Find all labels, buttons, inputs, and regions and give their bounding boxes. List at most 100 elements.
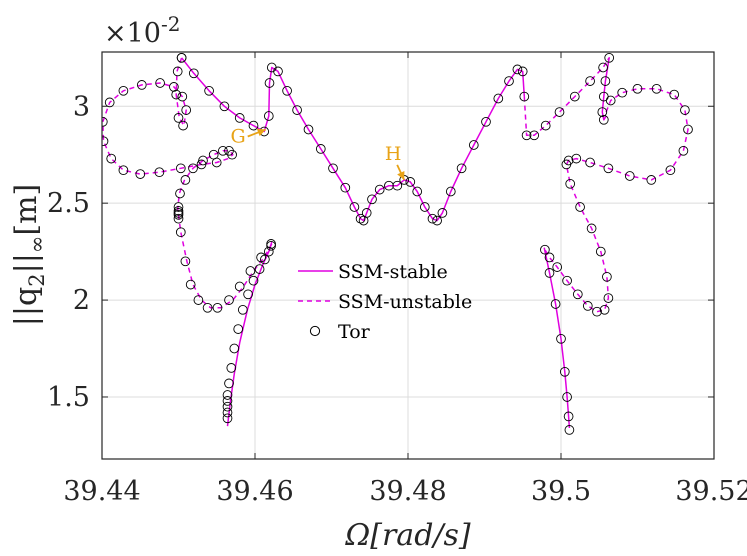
annotation-g-arrowhead: [256, 128, 266, 137]
tor-marker: [669, 89, 680, 100]
tor-marker: [178, 120, 188, 131]
tor-marker: [562, 275, 572, 286]
annotation-h-arrowhead: [397, 170, 405, 180]
x-tick-label: 39.46: [216, 476, 293, 507]
tor-marker: [212, 302, 223, 313]
tor-marker: [234, 281, 245, 292]
tor-marker: [175, 227, 186, 238]
tor-marker: [412, 186, 423, 197]
tor-marker: [154, 167, 165, 178]
tor-marker: [519, 91, 530, 102]
annotation-g: G: [231, 126, 267, 148]
tor-marker: [540, 244, 550, 255]
tor-marker: [632, 83, 643, 94]
tor-marker: [198, 155, 208, 166]
annotation-g-label: G: [231, 126, 246, 148]
x-tick-labels: 39.44 39.46 39.48 39.5 39.52: [63, 476, 747, 507]
tor-marker: [585, 76, 595, 86]
tor-marker: [222, 396, 233, 406]
tor-marker: [556, 333, 566, 344]
tor-marker: [678, 145, 689, 156]
tor-marker: [603, 293, 614, 303]
tor-marker: [237, 304, 248, 315]
annotation-h-label: H: [385, 143, 402, 165]
tor-marker: [600, 76, 611, 86]
tor-marker: [683, 124, 693, 135]
tor-marker: [665, 165, 676, 176]
tor-marker: [219, 101, 230, 112]
tor-marker: [227, 149, 237, 160]
tor-marker: [104, 97, 115, 108]
tor-marker: [585, 157, 595, 168]
tor-marker: [392, 180, 403, 191]
tor-marker: [180, 175, 191, 185]
tor-marker: [552, 262, 563, 272]
tor-marker: [224, 295, 234, 305]
tor-marker: [602, 271, 612, 282]
tor-marker: [102, 136, 109, 147]
tor-marker: [598, 62, 608, 73]
tor-marker: [185, 279, 196, 290]
tor-marker: [181, 105, 192, 115]
tor-marker: [173, 113, 184, 123]
tor-marker: [575, 202, 585, 212]
y-tick-label: 1.5: [47, 382, 90, 413]
tor-marker: [196, 159, 207, 170]
tor-marker: [118, 165, 129, 176]
tor-marker: [315, 144, 326, 154]
tick-marks: [101, 52, 715, 459]
tor-marker: [468, 140, 479, 150]
tor-marker: [550, 299, 561, 309]
y-axis-label-subscript: 2: [25, 273, 49, 286]
tor-marker: [604, 52, 615, 63]
tor-marker: [175, 163, 186, 174]
series-dashed-line: [543, 88, 689, 313]
tor-marker: [597, 107, 608, 117]
tor-marker: [599, 304, 610, 315]
y-tick-label: 2: [73, 285, 90, 316]
x-tick-label: 39.48: [369, 476, 446, 507]
tor-marker-layer: [102, 52, 693, 435]
legend-label-ssm-unstable: SSM-unstable: [338, 291, 472, 313]
tor-marker: [234, 113, 245, 123]
y-axis-label-norm-close: ||: [9, 253, 44, 273]
tor-marker: [180, 256, 191, 267]
tor-marker: [493, 93, 504, 104]
legend-label-ssm-stable: SSM-stable: [338, 261, 448, 283]
tor-marker: [222, 401, 233, 412]
tor-marker: [248, 120, 259, 131]
tor-marker: [349, 202, 360, 212]
tor-marker: [177, 91, 188, 102]
tor-marker: [517, 66, 528, 77]
tor-marker: [102, 116, 108, 127]
y-exponent: ×10-2: [104, 12, 180, 49]
tor-marker: [303, 124, 314, 135]
y-axis-label: ||q2||∞[m]: [9, 184, 49, 326]
y-tick-labels: 1.5 2 2.5 3: [47, 91, 90, 413]
tor-marker: [504, 76, 514, 86]
tor-marker: [374, 184, 385, 195]
tor-marker: [432, 215, 442, 226]
tor-marker: [188, 68, 199, 79]
tor-marker: [572, 289, 583, 300]
tor-marker: [419, 202, 430, 212]
tor-marker: [222, 407, 233, 418]
tor-marker: [226, 363, 237, 373]
tor-marker: [512, 64, 523, 75]
tor-marker: [218, 145, 228, 156]
tor-marker: [565, 178, 576, 189]
tor-marker: [445, 186, 456, 197]
tor-marker: [328, 163, 338, 174]
tor-marker: [540, 120, 551, 131]
tor-marker: [175, 188, 185, 199]
tor-marker: [173, 202, 184, 212]
tor-marker: [193, 295, 204, 305]
tor-marker: [582, 301, 593, 311]
series-solid-line: [601, 57, 610, 121]
tor-marker: [202, 302, 213, 313]
tor-marker: [282, 85, 292, 96]
tor-marker: [211, 157, 222, 168]
legend: SSM-stable SSM-unstable Tor: [298, 261, 472, 343]
tor-marker: [292, 105, 302, 115]
tor-marker: [595, 246, 606, 257]
